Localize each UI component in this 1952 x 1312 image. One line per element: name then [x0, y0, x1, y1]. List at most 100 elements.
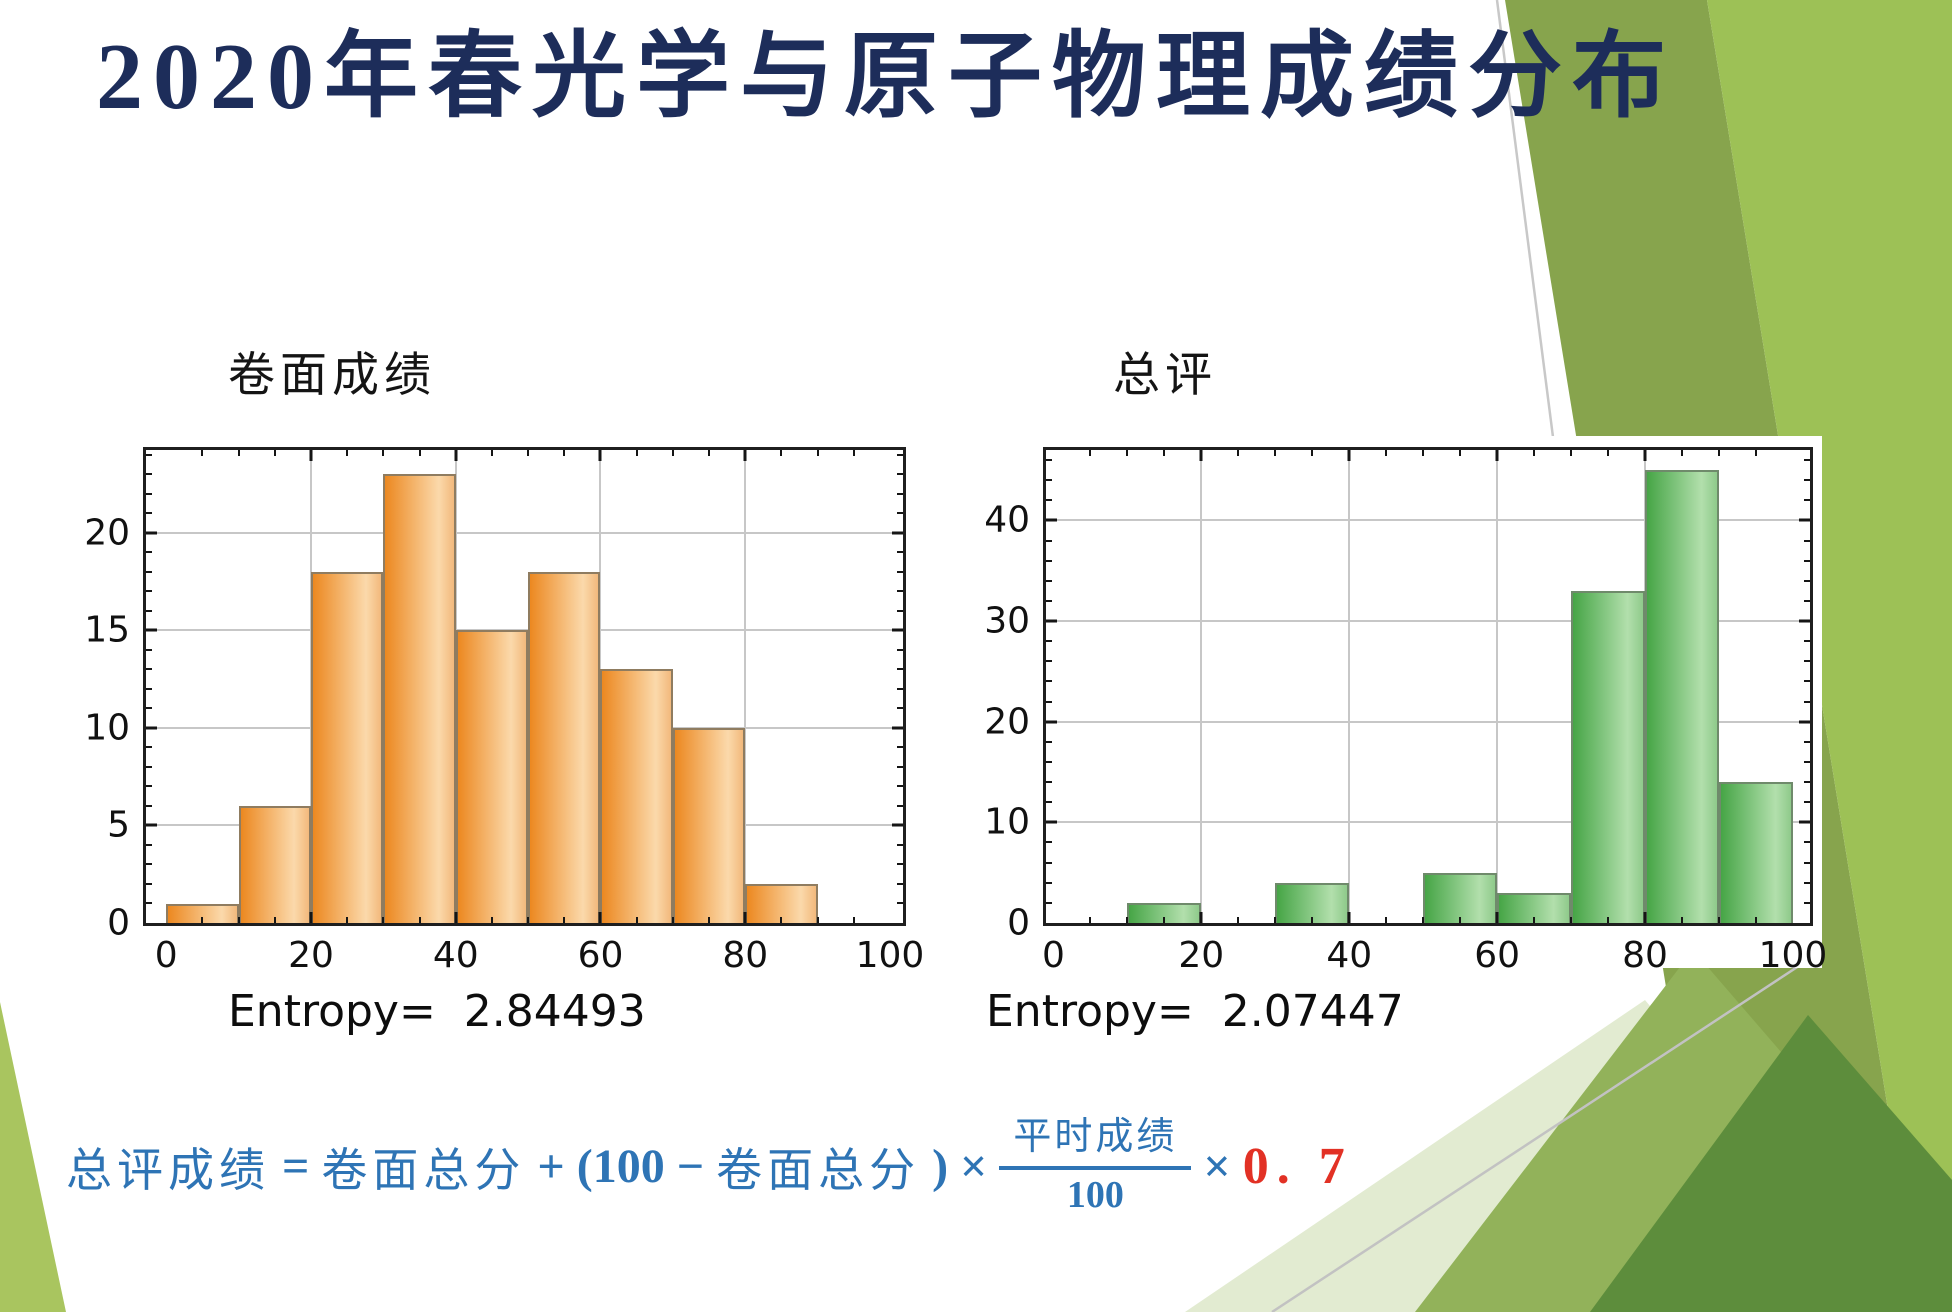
axis-tick-y — [146, 551, 152, 554]
axis-tick-y — [897, 512, 903, 515]
facet-band-bright — [1707, 0, 1952, 1312]
axis-tick-y — [1804, 740, 1810, 743]
axis-tick-y — [1046, 539, 1052, 542]
axis-tick-y — [1046, 499, 1052, 502]
axis-tick-y — [1804, 459, 1810, 462]
axis-tick-x — [1347, 912, 1351, 923]
histogram-bar — [600, 669, 673, 923]
histogram-bar — [745, 884, 818, 923]
axis-tick-x — [201, 917, 204, 923]
axis-tick-x — [454, 450, 458, 461]
histogram-overall-scores: 0 20 40 60 80 100 0 10 20 30 40 — [984, 447, 1827, 976]
axis-tick-y — [897, 668, 903, 671]
x-axis-tick-label: 100 — [1758, 935, 1828, 976]
axis-tick-x — [527, 917, 530, 923]
gridline-horizontal — [1046, 720, 1810, 723]
axis-tick-y — [146, 668, 152, 671]
axis-tick-y — [897, 590, 903, 593]
axis-tick-y — [897, 746, 903, 749]
axis-tick-x — [201, 450, 204, 456]
y-axis-tick-label: 40 — [984, 499, 1030, 541]
axis-tick-y — [146, 804, 152, 807]
axis-tick-x — [1126, 450, 1129, 456]
axis-tick-x — [309, 450, 313, 461]
axis-tick-y — [897, 453, 903, 456]
histogram-bar — [455, 630, 529, 923]
axis-tick-y — [1046, 700, 1052, 703]
axis-tick-x — [1385, 917, 1388, 923]
axis-tick-y — [897, 882, 903, 885]
axis-tick-x — [563, 917, 566, 923]
axis-tick-x — [1422, 917, 1425, 923]
axis-tick-x — [1570, 450, 1573, 456]
x-axis-tick-label: 40 — [1326, 935, 1373, 976]
axis-tick-y — [897, 902, 903, 905]
axis-tick-x — [743, 450, 747, 461]
y-axis-tick-label: 0 — [107, 902, 130, 944]
axis-tick-x — [780, 450, 783, 456]
axis-tick-x — [1607, 917, 1610, 923]
axis-tick-y — [897, 473, 903, 476]
gridline-vertical — [744, 450, 747, 923]
axis-tick-y — [1046, 781, 1052, 784]
x-axis-tick-label: 60 — [1474, 935, 1521, 976]
axis-tick-y — [1046, 841, 1052, 844]
axis-tick-x — [598, 450, 602, 461]
axis-tick-y — [146, 882, 152, 885]
axis-tick-y — [1804, 599, 1810, 602]
axis-tick-x — [1311, 917, 1314, 923]
axis-tick-x — [1681, 917, 1684, 923]
formula-term-paper-total-2: 卷面总分 — [716, 1144, 921, 1196]
axis-tick-y — [1046, 680, 1052, 683]
divider-line-bottom — [1271, 956, 1812, 1312]
axis-tick-y — [146, 785, 152, 788]
axis-tick-x — [527, 450, 530, 456]
open-paren-100-minus: (100 − — [576, 1140, 705, 1194]
axis-tick-x — [1643, 450, 1647, 461]
grading-formula: 总评成绩 = 卷面总分 + (100 − 卷面总分 ) × 平时成绩 100 ×… — [66, 1117, 1353, 1216]
axis-tick-x — [346, 917, 349, 923]
x-axis-tick-label: 100 — [855, 935, 925, 976]
gridline-horizontal — [1046, 620, 1810, 623]
formula-term-paper-total: 卷面总分 — [321, 1144, 526, 1196]
axis-tick-y — [146, 531, 157, 535]
axis-tick-y — [1804, 841, 1810, 844]
axis-tick-y — [1799, 720, 1810, 724]
axis-tick-y — [1046, 579, 1052, 582]
axis-tick-y — [146, 628, 157, 632]
histogram-bar — [528, 571, 601, 923]
y-axis-tick-label: 10 — [84, 707, 130, 749]
axis-tick-x — [852, 450, 855, 456]
axis-tick-y — [146, 726, 157, 730]
axis-tick-x — [1681, 450, 1684, 456]
axis-tick-y — [1799, 820, 1810, 824]
axis-tick-x — [1718, 450, 1721, 456]
axis-tick-x — [1237, 917, 1240, 923]
histogram-bar — [166, 903, 239, 923]
axis-tick-x — [852, 917, 855, 923]
axis-tick-x — [671, 450, 674, 456]
axis-tick-y — [146, 648, 152, 651]
entropy-label-overall: Entropy= 2.07447 — [986, 986, 1404, 1037]
axis-tick-y — [1046, 801, 1052, 804]
equals-sign: = — [282, 1140, 310, 1194]
axis-tick-y — [1046, 901, 1052, 904]
slide-title: 2020年春光学与原子物理成绩分布 — [96, 25, 1677, 129]
axis-tick-x — [780, 917, 783, 923]
axis-tick-y — [1046, 619, 1057, 623]
axis-tick-x — [1495, 450, 1499, 461]
axis-tick-y — [897, 707, 903, 710]
axis-tick-y — [1799, 619, 1810, 623]
axis-tick-x — [1385, 450, 1388, 456]
axis-tick-x — [418, 450, 421, 456]
axis-tick-x — [816, 450, 819, 456]
axis-tick-y — [897, 609, 903, 612]
axis-tick-x — [1199, 450, 1203, 461]
axis-tick-x — [708, 917, 711, 923]
x-axis-tick-label: 60 — [577, 935, 624, 976]
axis-tick-x — [816, 917, 819, 923]
axis-tick-x — [598, 912, 602, 923]
axis-tick-x — [1199, 912, 1203, 923]
axis-tick-x — [635, 917, 638, 923]
axis-tick-y — [1804, 559, 1810, 562]
